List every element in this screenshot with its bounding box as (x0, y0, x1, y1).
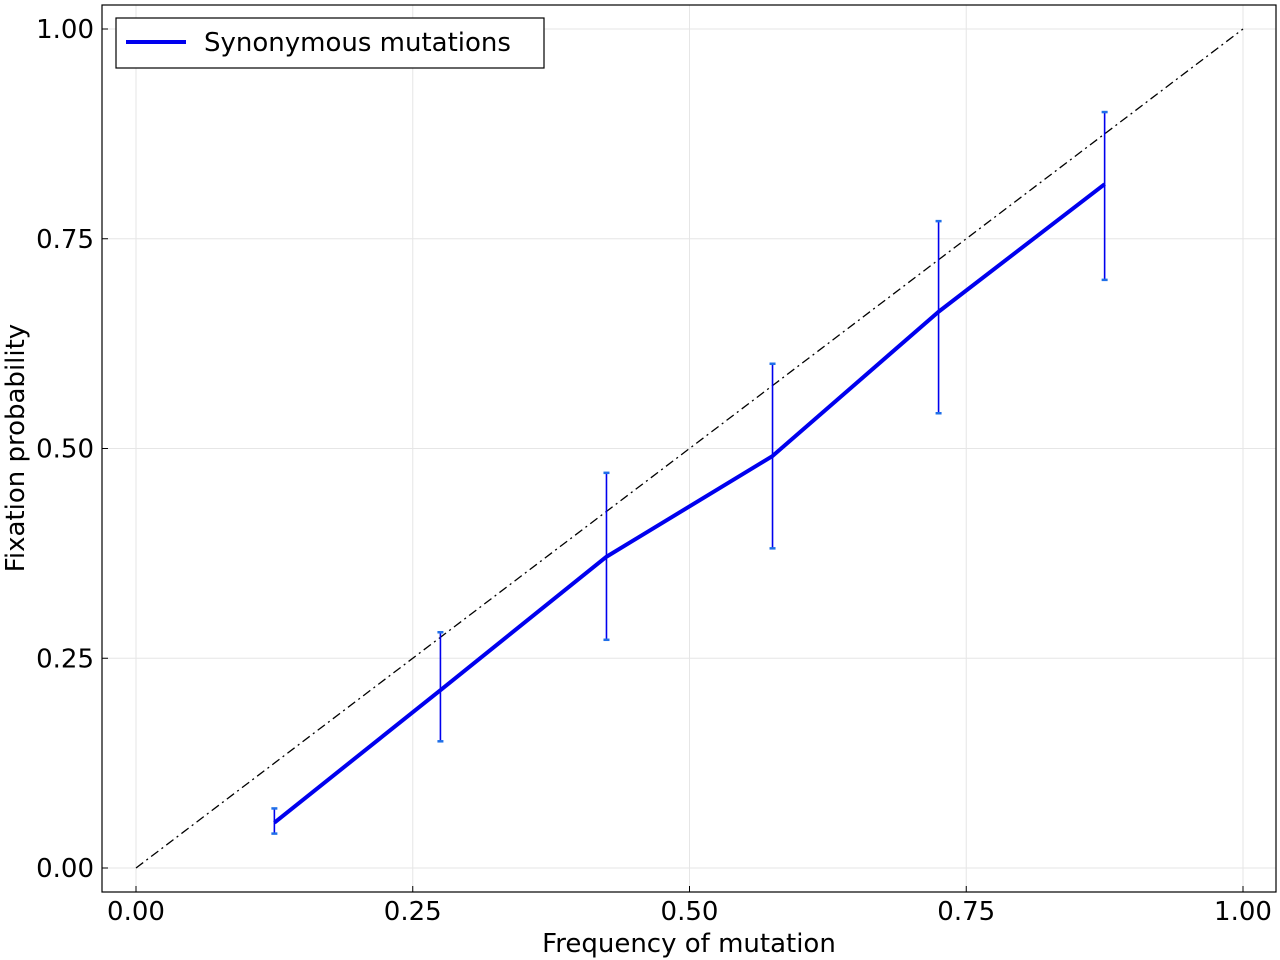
errorbar (935, 219, 942, 415)
y-tick-label: 0.00 (36, 854, 94, 884)
y-axis-label: Fixation probability (1, 324, 31, 572)
reference-line (135, 28, 1244, 869)
x-tick-label: 0.00 (107, 897, 165, 927)
y-tick-label: 1.00 (36, 15, 94, 45)
legend-label: Synonymous mutations (204, 28, 511, 58)
x-tick-label: 0.25 (384, 897, 442, 927)
legend-box (115, 17, 545, 69)
errorbars-layer (271, 110, 1108, 835)
x-axis-label: Frequency of mutation (542, 929, 836, 959)
series-line (273, 182, 1106, 825)
y-tick-label: 0.50 (36, 435, 94, 465)
errorbar (769, 362, 776, 550)
errorbar (1101, 110, 1108, 282)
y-tick-label: 0.25 (36, 644, 94, 674)
errorbar (603, 471, 610, 642)
errorbar (271, 807, 278, 835)
grid-lines (102, 5, 1276, 892)
legend: Synonymous mutations (115, 17, 545, 69)
y-tick-label: 0.75 (36, 225, 94, 255)
tick-labels: 0.00 0.25 0.50 0.75 1.00 0.00 0.25 0.50 0.75 1.00 (36, 15, 1272, 927)
x-tick-label: 1.00 (1214, 897, 1272, 927)
errorbar (437, 630, 444, 743)
reference-diagonal (135, 28, 1244, 869)
series-layer (273, 182, 1106, 825)
x-tick-label: 0.75 (937, 897, 995, 927)
x-tick-label: 0.50 (661, 897, 719, 927)
